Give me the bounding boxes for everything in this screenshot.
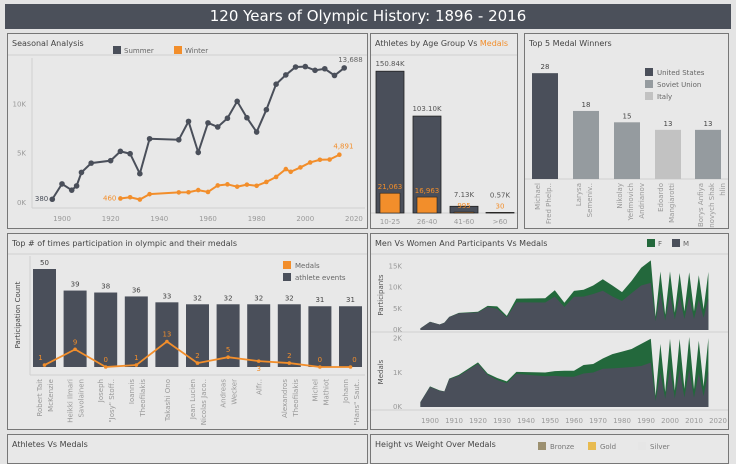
- athletes-vs-medals-panel: Athletes Vs Medals: [7, 434, 368, 464]
- men-women-panel: Men Vs Women And Participants Vs Medals: [370, 233, 729, 430]
- panel-title: Athletes Vs Medals: [12, 440, 88, 449]
- panel-title: Men Vs Women And Participants Vs Medals: [375, 239, 548, 248]
- title-prefix: Athletes by Age Group Vs: [375, 39, 480, 48]
- seasonal-analysis-panel: Seasonal Analysis: [7, 33, 368, 229]
- top5-panel: Top 5 Medal Winners: [524, 33, 729, 229]
- participation-panel: Top # of times participation in olympic …: [7, 233, 368, 430]
- height-weight-panel: Height vs Weight Over Medals: [370, 434, 729, 464]
- panel-title: Top 5 Medal Winners: [529, 39, 612, 48]
- panel-title: Top # of times participation in olympic …: [12, 239, 238, 248]
- title-highlight: Medals: [479, 39, 509, 48]
- panel-title: Seasonal Analysis: [12, 39, 84, 48]
- panel-title: Height vs Weight Over Medals: [375, 440, 496, 449]
- panel-title: Athletes by Age Group Vs Medals: [375, 39, 508, 48]
- dashboard-title: 120 Years of Olympic History: 1896 - 201…: [5, 4, 731, 29]
- age-group-panel: Athletes by Age Group Vs Medals: [370, 33, 518, 229]
